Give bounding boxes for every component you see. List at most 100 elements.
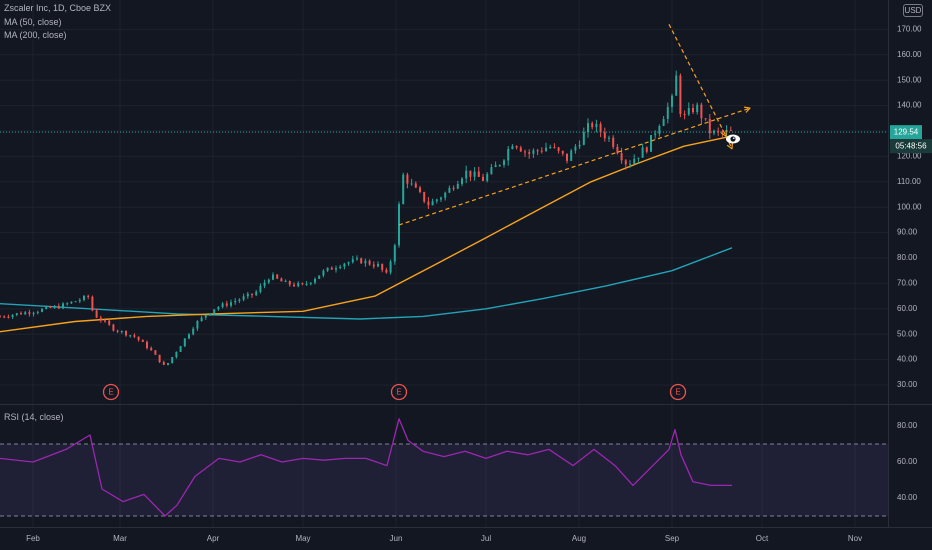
- candle-body: [692, 108, 694, 113]
- candle-body: [414, 183, 417, 188]
- x-tick-label: Mar: [113, 534, 127, 543]
- candle-body: [183, 338, 186, 347]
- y-tick-label: 40.00: [897, 355, 918, 364]
- candle-body: [402, 174, 405, 205]
- candle-body: [259, 285, 262, 292]
- candle-body: [364, 260, 367, 264]
- candle-body: [721, 131, 724, 133]
- candle-body: [570, 150, 573, 161]
- candle-body: [435, 199, 438, 202]
- candle-body: [263, 282, 266, 286]
- candle-body: [45, 306, 48, 309]
- candle-body: [456, 183, 459, 189]
- candle-body: [662, 118, 665, 126]
- candle-body: [612, 137, 615, 147]
- price-axis[interactable]: 30.00 40.00 50.00 60.00 70.00 80.00 90.00 100.0…: [0, 0, 932, 528]
- earnings-marker-label: E: [108, 388, 113, 397]
- earnings-marker: [102, 383, 120, 401]
- y-tick-label: 80.00: [897, 253, 918, 262]
- eye-icon[interactable]: [726, 134, 740, 144]
- candle-body: [217, 307, 220, 310]
- candle-body: [154, 350, 157, 355]
- candle-body: [494, 165, 497, 168]
- candle-body: [297, 283, 300, 287]
- candle-body: [125, 331, 127, 336]
- candle-body: [11, 314, 14, 317]
- y-tick-label: 60.00: [897, 304, 918, 313]
- candle-body: [536, 150, 539, 152]
- candle-body: [133, 335, 136, 337]
- time-axis[interactable]: Feb Mar Apr May Jun Jul Aug Sep Oct Nov: [26, 534, 862, 543]
- y-tick-label: 150.00: [897, 75, 922, 84]
- rsi-band-fill: [0, 444, 888, 516]
- candle-body: [188, 334, 190, 339]
- candle-body: [150, 348, 153, 351]
- currency-button[interactable]: USD: [903, 4, 923, 17]
- candle-body: [209, 313, 211, 316]
- candle-body: [389, 261, 392, 273]
- candle-body: [146, 341, 148, 349]
- candle-body: [448, 187, 451, 193]
- candle-body: [120, 331, 123, 333]
- earnings-marker-label: E: [675, 388, 680, 397]
- candle-body: [629, 163, 631, 165]
- candle-body: [179, 346, 182, 352]
- candle-body: [246, 293, 249, 297]
- candle-body: [108, 320, 111, 325]
- candle-body: [377, 263, 379, 267]
- candle-body: [62, 303, 64, 309]
- trendline: [398, 107, 751, 226]
- candle-body: [0, 316, 1, 318]
- last-price-tag: [890, 125, 922, 140]
- axis-price-labels: 129.54 05:48:56: [890, 125, 932, 154]
- candle-body: [498, 164, 501, 166]
- candle-body: [582, 132, 585, 145]
- candle-body: [440, 197, 442, 200]
- candle-body: [57, 306, 60, 309]
- candle-body: [381, 263, 384, 270]
- x-tick-label: Jun: [390, 534, 403, 543]
- candle-body: [238, 299, 241, 301]
- candle-body: [587, 123, 589, 133]
- rsi-series: [0, 418, 732, 517]
- candle-body: [314, 278, 316, 283]
- y-tick-label: 170.00: [897, 25, 922, 34]
- candle-body: [251, 293, 253, 295]
- candle-body: [557, 147, 560, 151]
- candle-body: [683, 114, 686, 116]
- rsi-axis[interactable]: 40.00 60.00 80.00: [897, 421, 918, 502]
- candle-body: [213, 309, 216, 314]
- candle-body: [641, 147, 644, 158]
- y-tick-label: 50.00: [897, 329, 918, 338]
- candle-body: [679, 75, 682, 115]
- candle-body: [293, 284, 295, 287]
- candle-body: [620, 153, 623, 161]
- candle-body: [305, 283, 308, 285]
- y-tick-label: 70.00: [897, 279, 918, 288]
- candle-body: [616, 146, 619, 154]
- candle-body: [141, 339, 144, 342]
- candle-body: [225, 303, 228, 306]
- candle-body: [599, 123, 602, 133]
- candle-body: [473, 171, 476, 177]
- chart-title: Zscaler Inc, 1D, Cboe BZX: [4, 3, 112, 13]
- rsi-tick-label: 80.00: [897, 421, 918, 430]
- ma200-legend: MA (200, close): [4, 30, 67, 40]
- ma-50-line: [0, 135, 733, 333]
- candle-body: [15, 313, 18, 315]
- candle-body: [288, 281, 291, 285]
- candle-body: [372, 264, 375, 267]
- rsi-tick-label: 60.00: [897, 457, 918, 466]
- candle-body: [654, 133, 657, 136]
- candle-body: [469, 170, 472, 177]
- candle-body: [427, 201, 430, 206]
- candle-body: [74, 301, 77, 303]
- candle-body: [192, 328, 195, 335]
- candle-body: [624, 160, 627, 165]
- candle-body: [330, 267, 333, 270]
- candle-body: [650, 135, 652, 152]
- earnings-marker: [390, 383, 408, 401]
- candle-body: [490, 167, 493, 174]
